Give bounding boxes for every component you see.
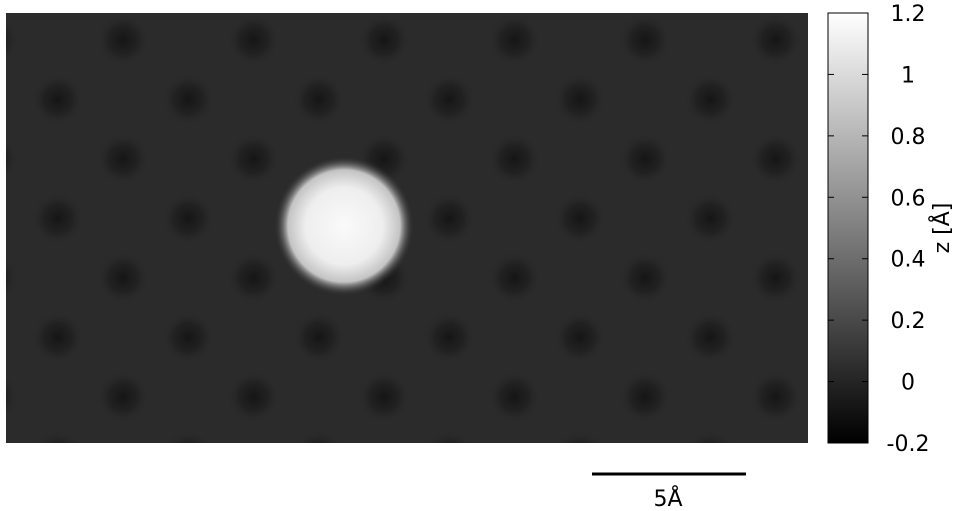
scale-bar: 5Å — [592, 472, 746, 511]
lattice-depression — [749, 371, 802, 423]
colorbar-label: z [Å] — [928, 203, 955, 254]
lattice-depression — [488, 371, 541, 423]
lattice-depression — [358, 371, 410, 423]
lattice-depression — [97, 371, 149, 423]
colorbar-tick-label: 0 — [901, 371, 915, 396]
lattice-depression — [619, 371, 671, 423]
lattice-depression — [749, 252, 802, 304]
colorbar-gradient — [827, 12, 869, 444]
lattice-depression — [31, 73, 84, 126]
lattice-depression — [423, 311, 476, 364]
colorbar-tick-label: -0.2 — [887, 432, 930, 457]
lattice-depression — [292, 73, 345, 126]
lattice-depression — [31, 311, 84, 364]
lattice-depression — [162, 73, 215, 126]
lattice-depression — [688, 430, 733, 443]
lattice-depression — [423, 73, 476, 126]
lattice-depression — [488, 252, 541, 304]
lattice-depression — [6, 374, 19, 420]
lattice-depression — [32, 0, 84, 7]
lattice-depression — [358, 14, 410, 66]
colorbar-tick-label: 1.2 — [891, 2, 926, 27]
colorbar-tick-label: 0.2 — [891, 309, 926, 334]
depression-lattice — [6, 0, 867, 443]
lattice-depression — [6, 17, 19, 63]
colorbar-tick-label: 0.4 — [891, 248, 926, 273]
lattice-depression — [553, 73, 606, 126]
lattice-depression — [227, 133, 280, 185]
colorbar-tick-label: 0.8 — [891, 125, 926, 150]
lattice-depression — [227, 252, 280, 304]
lattice-depression — [227, 371, 280, 423]
lattice-depression — [553, 192, 606, 245]
lattice-depression — [162, 192, 215, 245]
lattice-depression — [619, 252, 671, 304]
scale-bar-label: 5Å — [653, 485, 682, 511]
lattice-depression — [619, 133, 671, 185]
lattice-depression — [557, 430, 603, 443]
lattice-depression — [423, 192, 476, 245]
lattice-depression — [815, 0, 867, 7]
lattice-depression — [162, 311, 215, 364]
lattice-depression — [488, 14, 541, 66]
lattice-depression — [488, 133, 541, 185]
lattice-depression — [619, 14, 671, 66]
colorbar-tick-label: 1 — [901, 63, 915, 88]
colorbar-tick-label: 0.6 — [891, 186, 926, 211]
lattice-depression — [31, 192, 84, 245]
lattice-depression — [97, 14, 149, 66]
lattice-depression — [684, 0, 736, 7]
lattice-depression — [293, 0, 345, 7]
lattice-depression — [684, 192, 737, 245]
adsorbate-bump — [274, 156, 414, 296]
lattice-depression — [292, 311, 345, 364]
lattice-depression — [97, 252, 149, 304]
lattice-depression — [423, 0, 475, 7]
lattice-depression — [684, 311, 737, 364]
lattice-depression — [97, 133, 149, 185]
lattice-depression — [162, 0, 214, 7]
lattice-depression — [296, 430, 342, 443]
lattice-depression — [553, 311, 606, 364]
lattice-depression — [749, 14, 802, 66]
lattice-depression — [554, 0, 606, 7]
lattice-depression — [6, 255, 19, 301]
lattice-depression — [749, 133, 802, 185]
colorbar-ticks: 1.2 1 0.8 0.6 0.4 0.2 0 -0.2 — [828, 2, 929, 457]
lattice-depression — [166, 430, 211, 443]
lattice-depression — [427, 430, 472, 443]
lattice-depression — [35, 430, 81, 443]
lattice-depression — [684, 73, 737, 126]
colorbar: 1.2 1 0.8 0.6 0.4 0.2 0 -0.2 z [Å] — [827, 2, 955, 457]
lattice-depression — [6, 136, 19, 182]
lattice-depression — [227, 14, 280, 66]
heatmap-area — [6, 0, 867, 443]
